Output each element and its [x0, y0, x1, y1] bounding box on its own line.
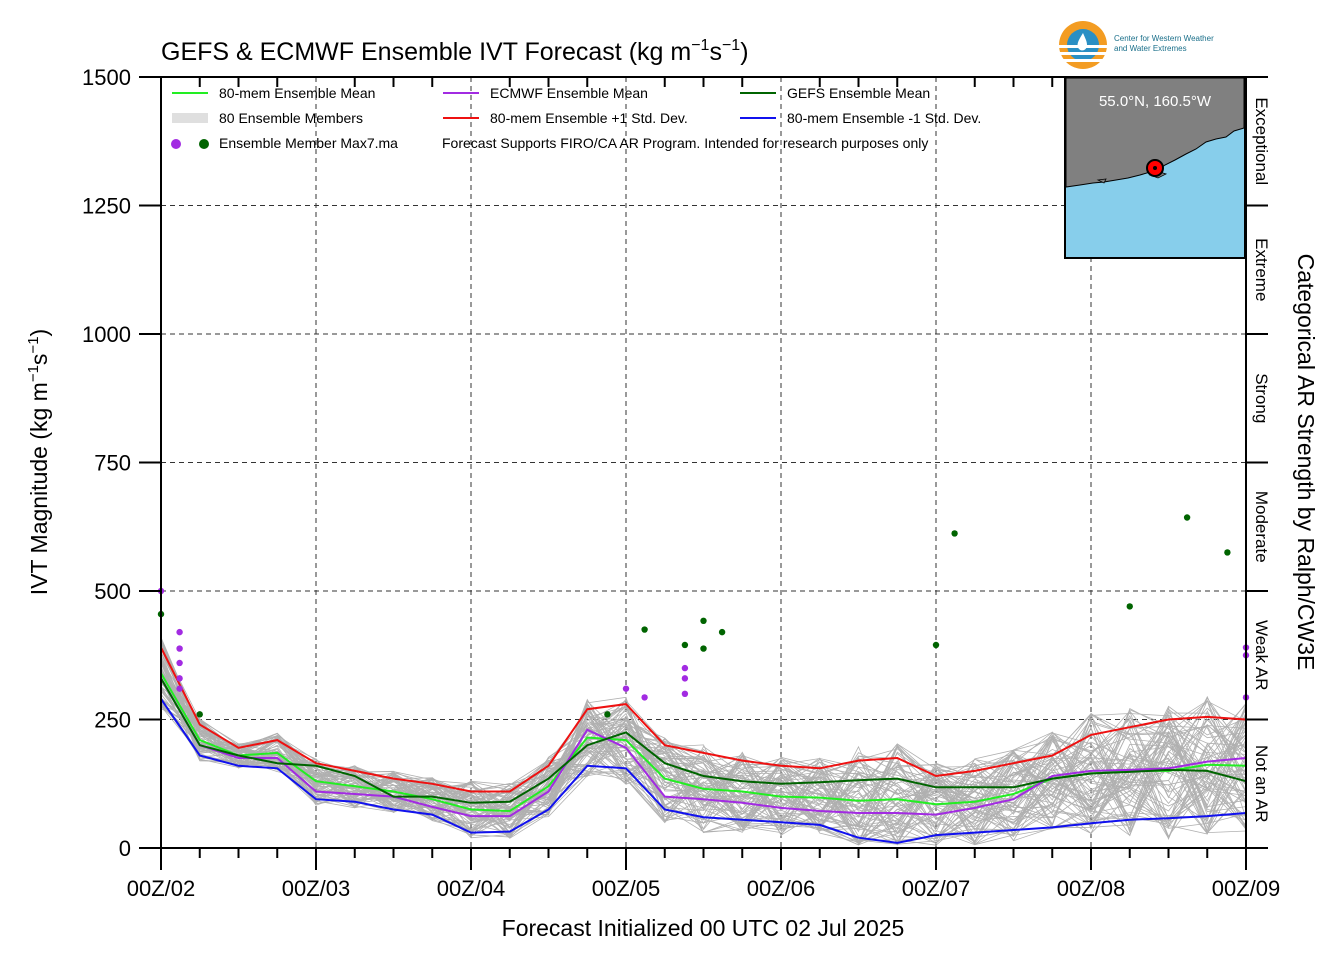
ecmwf-max-marker: [681, 690, 689, 697]
legend-label: Ensemble Member Max7.ma: [219, 135, 398, 151]
gefs-max-marker: [700, 617, 707, 625]
x-tick-label: 00Z/02: [127, 876, 196, 901]
gefs-max-marker: [1183, 514, 1191, 521]
ecmwf-max-marker: [641, 694, 648, 701]
gefs-max-marker: [196, 711, 203, 718]
gefs-max-marker: [951, 530, 958, 537]
y-tick-label: 1250: [82, 194, 131, 219]
ecmwf-max-marker: [176, 685, 183, 692]
gefs-max-marker: [1126, 603, 1133, 610]
x-tick-label: 00Z/08: [1057, 876, 1126, 901]
series-line: [160, 698, 1247, 844]
ar-category-label: Exceptional: [1252, 97, 1271, 185]
y-tick-label: 0: [119, 836, 131, 861]
cw3e-logo: Center for Western Weather and Water Ext…: [1059, 21, 1214, 69]
ecmwf-max-marker: [622, 685, 630, 692]
series-line: [160, 647, 1247, 793]
y-tick-label: 750: [94, 451, 131, 476]
y-tick-label: 500: [94, 579, 131, 604]
ensemble-member-line: [160, 701, 1247, 838]
series-lines: [160, 647, 1247, 844]
x-axis-label: Forecast Initialized 00 UTC 02 Jul 2025: [502, 915, 905, 941]
gefs-max-marker: [604, 711, 611, 718]
y-tick-label: 1000: [82, 322, 131, 347]
ecmwf-max-marker: [681, 664, 689, 672]
gefs-max-marker: [1224, 549, 1231, 556]
series-line: [160, 677, 1247, 818]
ar-category-labels: Not an AR Weak AR Moderate Strong Extreme Exc…: [1252, 97, 1271, 822]
legend-label: 80-mem Ensemble -1 Std. Dev.: [787, 110, 981, 126]
ecmwf-max-marker: [176, 659, 183, 667]
chart-title: GEFS & ECMWF Ensemble IVT Forecast (kg m…: [161, 37, 749, 66]
gefs-max-marker: [700, 645, 707, 652]
ensemble-member-line: [160, 698, 1247, 845]
ecmwf-max-marker: [176, 645, 183, 652]
ar-category-label: Weak AR: [1252, 620, 1271, 691]
right-axis-label: Categorical AR Strength by Ralph/CW3E: [1293, 254, 1319, 671]
ensemble-member-line: [160, 658, 1247, 845]
ensemble-member-line: [160, 685, 1247, 846]
x-axis-ticks: 00Z/02 00Z/03 00Z/04 00Z/05 00Z/06 00Z/07 00Z/…: [127, 77, 1281, 901]
ar-category-label: Strong: [1252, 373, 1271, 423]
ecmwf-max-marker: [681, 675, 689, 682]
ecmwf-max-marker: [176, 675, 183, 682]
y-axis-label: IVT Magnitude (kg m−1s−1): [25, 329, 52, 595]
inset-location-label: 55.0°N, 160.5°W: [1099, 93, 1212, 110]
ar-category-label: Moderate: [1252, 491, 1271, 563]
ensemble-member-line: [160, 686, 1247, 822]
x-tick-label: 00Z/09: [1212, 876, 1281, 901]
ensemble-member-line: [160, 640, 1247, 836]
x-tick-label: 00Z/06: [747, 876, 816, 901]
gefs-max-marker: [641, 626, 648, 633]
gefs-max-marker: [718, 628, 726, 636]
gefs-max-marker: [681, 641, 689, 649]
svg-text:and Water Extremes: and Water Extremes: [1114, 44, 1187, 53]
legend-label: GEFS Ensemble Mean: [787, 85, 930, 101]
legend-gefs-dot: [199, 139, 209, 149]
location-inset-map: 55.0°N, 160.5°W: [1064, 76, 1246, 259]
x-tick-label: 00Z/04: [437, 876, 506, 901]
legend-label: 80 Ensemble Members: [219, 110, 363, 126]
ensemble-member-line: [160, 668, 1247, 842]
x-tick-label: 00Z/03: [282, 876, 351, 901]
legend-label: ECMWF Ensemble Mean: [490, 85, 648, 101]
ensemble-member-line: [160, 706, 1247, 833]
y-tick-label: 1500: [82, 65, 131, 90]
legend-ecmwf-dot: [171, 139, 181, 149]
svg-text:Center for Western Weather: Center for Western Weather: [1114, 34, 1214, 43]
y-tick-label: 250: [94, 708, 131, 733]
series-line: [160, 677, 1247, 804]
ensemble-member-line: [160, 693, 1247, 845]
ecmwf-max-marker: [176, 628, 183, 636]
ensemble-member-line: [160, 681, 1247, 827]
research-note: Forecast Supports FIRO/CA AR Program. In…: [442, 135, 928, 151]
legend-label: 80-mem Ensemble +1 Std. Dev.: [490, 110, 688, 126]
ar-category-label: Not an AR: [1252, 745, 1271, 823]
x-tick-label: 00Z/07: [902, 876, 971, 901]
ensemble-member-line: [160, 671, 1247, 846]
legend: 80-mem Ensemble Mean ECMWF Ensemble Mean G…: [171, 85, 981, 151]
gefs-max-marker: [932, 641, 940, 649]
y-axis-ticks: 0 250 500 750 1000 1250 1500: [82, 65, 1268, 861]
ensemble-member-line: [160, 637, 1247, 834]
ensemble-member-line: [160, 673, 1247, 840]
ar-category-label: Extreme: [1252, 238, 1271, 301]
x-tick-label: 00Z/05: [592, 876, 661, 901]
legend-label: 80-mem Ensemble Mean: [219, 85, 375, 101]
